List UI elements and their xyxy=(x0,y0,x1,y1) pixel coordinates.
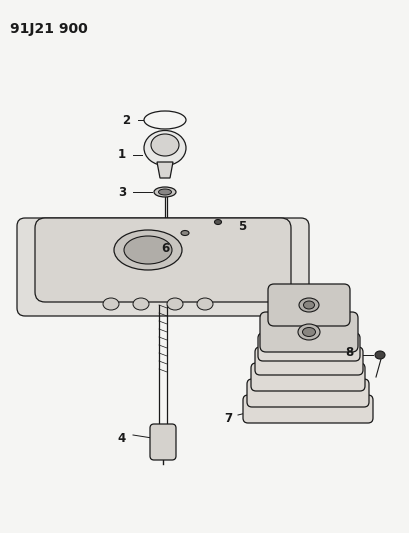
Ellipse shape xyxy=(154,187,176,197)
Polygon shape xyxy=(157,162,173,178)
Ellipse shape xyxy=(214,220,222,224)
FancyBboxPatch shape xyxy=(268,284,350,326)
Ellipse shape xyxy=(181,230,189,236)
FancyBboxPatch shape xyxy=(35,218,291,302)
Ellipse shape xyxy=(303,301,315,309)
Ellipse shape xyxy=(144,131,186,166)
FancyBboxPatch shape xyxy=(251,363,365,391)
Text: 5: 5 xyxy=(238,220,246,232)
Text: 8: 8 xyxy=(346,345,354,359)
Ellipse shape xyxy=(303,327,315,336)
Ellipse shape xyxy=(298,324,320,340)
Ellipse shape xyxy=(375,351,385,359)
Text: 6: 6 xyxy=(162,241,170,254)
Ellipse shape xyxy=(103,298,119,310)
FancyBboxPatch shape xyxy=(255,347,363,375)
FancyBboxPatch shape xyxy=(150,424,176,460)
Ellipse shape xyxy=(159,189,171,195)
Ellipse shape xyxy=(144,111,186,129)
Text: 2: 2 xyxy=(122,114,130,126)
Ellipse shape xyxy=(151,134,179,156)
Ellipse shape xyxy=(133,298,149,310)
Ellipse shape xyxy=(299,298,319,312)
FancyBboxPatch shape xyxy=(260,312,358,352)
Text: 4: 4 xyxy=(118,432,126,445)
FancyBboxPatch shape xyxy=(258,333,360,361)
Text: 1: 1 xyxy=(118,149,126,161)
Text: 91J21 900: 91J21 900 xyxy=(10,22,88,36)
FancyBboxPatch shape xyxy=(247,379,369,407)
Text: 3: 3 xyxy=(118,185,126,198)
Ellipse shape xyxy=(167,298,183,310)
Ellipse shape xyxy=(197,298,213,310)
Text: 7: 7 xyxy=(224,411,232,424)
Ellipse shape xyxy=(124,236,172,264)
FancyBboxPatch shape xyxy=(17,218,309,316)
FancyBboxPatch shape xyxy=(243,395,373,423)
Ellipse shape xyxy=(114,230,182,270)
